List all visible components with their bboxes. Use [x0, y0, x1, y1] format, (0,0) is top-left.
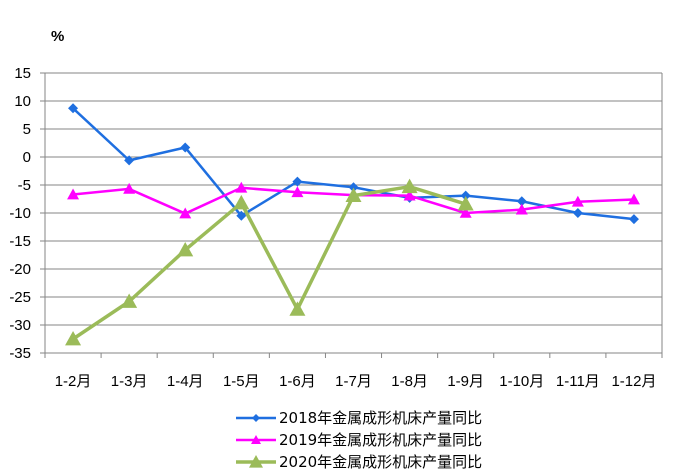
y-tick-label: 5	[23, 121, 31, 138]
y-tick-label: -35	[9, 345, 31, 362]
data-point-triangle	[65, 331, 82, 346]
data-point-diamond	[236, 210, 247, 221]
legend-item-2: 2019年金属成形机床产量同比	[236, 431, 482, 449]
y-tick-label: -25	[9, 289, 31, 306]
y-tick-label: -5	[18, 177, 31, 194]
y-tick-label: 15	[14, 65, 31, 82]
data-point-triangle	[123, 182, 136, 194]
y-tick-label: -15	[9, 233, 31, 250]
data-point-diamond	[348, 182, 359, 193]
x-tick-label: 1-4月	[167, 373, 204, 390]
data-point-diamond	[460, 190, 471, 201]
data-point-triangle	[251, 435, 261, 444]
data-point-diamond	[572, 208, 583, 218]
y-axis-unit-label: %	[51, 28, 64, 45]
data-point-diamond	[292, 176, 303, 187]
y-tick-label: -10	[9, 205, 31, 222]
data-point-diamond	[180, 142, 191, 153]
data-point-triangle	[121, 293, 138, 308]
x-tick-label: 1-6月	[279, 373, 316, 390]
gridlines	[40, 72, 663, 354]
data-point-triangle	[459, 207, 472, 218]
data-point-triangle	[233, 194, 250, 210]
x-tick-label: 1-10月	[499, 373, 544, 390]
data-point-triangle	[401, 178, 418, 194]
series-line	[72, 184, 467, 341]
series-layer	[65, 103, 640, 346]
legend-label: 2018年金属成形机床产量同比	[279, 409, 482, 427]
y-axis-ticks: -35 -30 -25 -20 -15 -10 -5 0 5 10 15	[9, 65, 31, 362]
data-point-triangle	[179, 207, 192, 219]
series-3	[65, 178, 474, 346]
x-tick-label: 1-7月	[335, 373, 372, 390]
data-point-diamond	[252, 414, 260, 422]
data-point-triangle	[289, 301, 306, 316]
legend-item-1: 2018年金属成形机床产量同比	[236, 409, 482, 427]
legend-label: 2020年金属成形机床产量同比	[279, 453, 482, 471]
x-tick-label: 1-3月	[111, 373, 148, 390]
x-tick-label: 1-8月	[391, 373, 428, 390]
data-point-diamond	[124, 155, 135, 166]
data-point-triangle	[67, 188, 80, 200]
legend: 2018年金属成形机床产量同比 2019年金属成形机床产量同比 2020年金属成形机…	[236, 409, 482, 471]
x-tick-label: 1-12月	[611, 373, 656, 390]
x-tick-label: 1-9月	[447, 373, 484, 390]
data-point-triangle	[627, 193, 640, 205]
legend-label: 2019年金属成形机床产量同比	[279, 431, 482, 449]
data-point-diamond	[628, 214, 639, 225]
x-tick-label: 1-11月	[556, 373, 600, 390]
data-point-triangle	[249, 455, 263, 468]
y-tick-label: 10	[14, 93, 31, 110]
data-point-triangle	[457, 196, 474, 211]
data-point-triangle	[571, 195, 584, 207]
data-point-diamond	[68, 103, 79, 114]
x-tick-label: 1-2月	[55, 373, 92, 390]
data-point-triangle	[177, 241, 194, 257]
y-tick-label: -20	[9, 261, 31, 278]
data-point-triangle	[515, 203, 528, 215]
data-point-triangle	[291, 186, 304, 198]
x-axis-ticks: 1-2月 1-3月 1-4月 1-5月 1-6月 1-7月 1-8月 1-9月 1-10月 1-1…	[44, 353, 663, 390]
data-point-triangle	[235, 181, 248, 193]
data-point-triangle	[345, 187, 362, 203]
x-tick-label: 1-5月	[223, 373, 260, 390]
legend-item-3: 2020年金属成形机床产量同比	[236, 453, 482, 471]
y-tick-label: -30	[9, 317, 31, 334]
data-point-triangle	[403, 189, 416, 201]
data-point-diamond	[516, 196, 527, 207]
y-tick-label: 0	[23, 149, 31, 166]
